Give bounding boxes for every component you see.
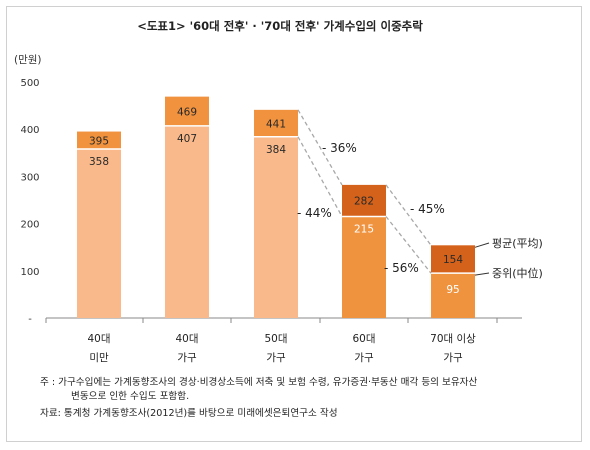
x-tick-label: 미만 [89,352,109,364]
y-tick-label: 300 [20,172,39,183]
legend-median-label: 중위(中位) [492,266,543,280]
x-tick-label: 70대 이상 [430,333,476,345]
data-label-median: 407 [177,133,197,145]
data-label-median: 384 [266,144,286,156]
dash-connector-median [385,216,432,274]
dash-connector-mean [385,184,432,246]
x-tick-label: 50대 [264,333,287,345]
data-label-mean: 469 [177,106,197,118]
legend-mean-label: 평균(平均) [492,237,543,250]
y-tick-label: 200 [20,220,39,231]
bar-median [165,125,209,319]
annotation-pct: - 44% [297,206,332,220]
y-unit-label: (만원) [14,54,42,66]
annotation-pct: - 56% [384,261,419,275]
note-line-2: 변동으로 인한 수입도 포함함. [71,391,190,402]
bar-median [431,273,475,318]
dash-connector-median [297,136,343,217]
x-tick-label: 가구 [443,352,463,364]
x-tick-label: 가구 [354,352,374,364]
annotation-pct: - 36% [322,141,357,155]
data-label-mean: 154 [443,254,463,266]
y-tick-label: - [28,314,32,325]
bar-mean [77,131,121,150]
x-tick-label: 가구 [266,352,286,364]
data-label-mean: 395 [89,135,109,147]
bar-median [77,149,121,318]
bar-mean [165,96,209,126]
data-label-median: 358 [89,156,109,168]
bar-mean [431,245,475,274]
legend-leader-mean [474,242,490,248]
x-tick-label: 가구 [177,352,197,364]
data-label-mean: 282 [354,196,374,208]
legend-leader-median [474,272,490,276]
note-line-1: 주 : 가구수입에는 가계동향조사의 경상·비경상소득에 저축 및 보험 수령,… [40,377,478,388]
annotation-pct: - 45% [410,202,445,216]
data-label-median: 215 [354,224,374,236]
x-tick-label: 40대 [87,333,110,345]
data-label-mean: 441 [266,118,286,130]
data-label-median: 95 [446,284,459,296]
y-tick-label: 400 [20,125,39,136]
chart-title: <도표1> '60대 전후' · '70대 전후' 가계수입의 이중추락 [137,19,423,33]
x-tick-label: 60대 [352,333,375,345]
source-line: 자료: 통계청 가계동향조사(2012년)를 바탕으로 미래에셋은퇴연구소 작성 [40,408,338,419]
dash-connector-mean [297,109,343,186]
x-tick-label: 40대 [175,333,198,345]
bar-mean [254,109,298,137]
y-tick-label: 500 [20,78,39,89]
bar-median [254,136,298,318]
bar-median [342,216,386,318]
y-tick-label: 100 [20,267,39,278]
bar-mean [342,184,386,217]
